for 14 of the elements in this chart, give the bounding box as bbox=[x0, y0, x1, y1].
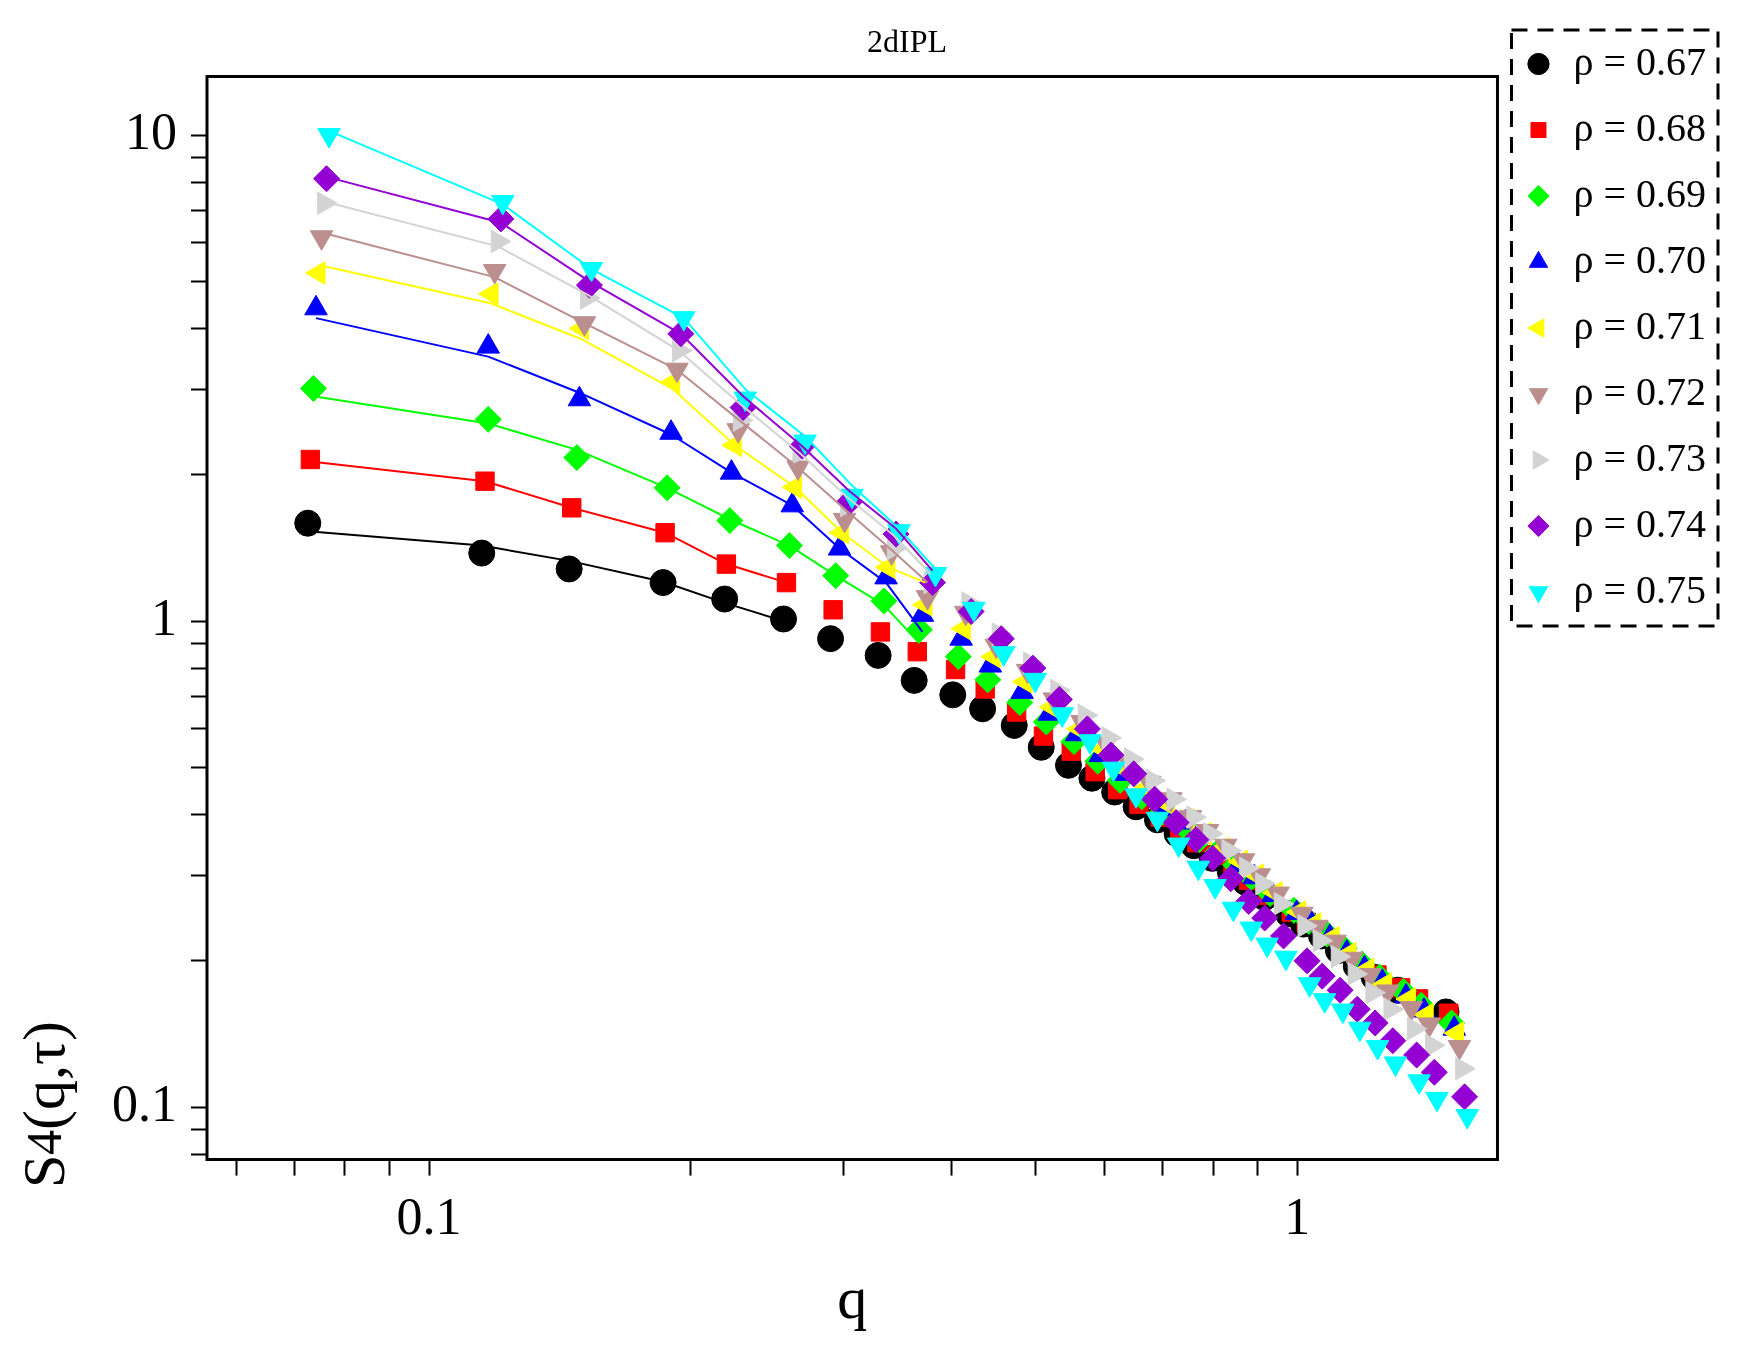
chart-title: 2dIPL bbox=[867, 22, 947, 59]
legend-label: ρ = 0.68 bbox=[1573, 104, 1707, 150]
y-tick-label: 0.1 bbox=[112, 1074, 177, 1132]
legend-label: ρ = 0.67 bbox=[1573, 38, 1707, 84]
legend-label: ρ = 0.74 bbox=[1573, 500, 1707, 546]
legend-label: ρ = 0.71 bbox=[1573, 302, 1707, 348]
y-tick-label: 1 bbox=[151, 588, 177, 646]
legend-label: ρ = 0.75 bbox=[1573, 566, 1707, 612]
legend-label: ρ = 0.69 bbox=[1573, 170, 1707, 216]
legend-label: ρ = 0.70 bbox=[1573, 236, 1707, 282]
x-axis-title: q bbox=[837, 1264, 868, 1331]
legend-label: ρ = 0.73 bbox=[1573, 434, 1707, 480]
y-tick-label: 10 bbox=[125, 102, 177, 160]
legend-label: ρ = 0.72 bbox=[1573, 368, 1707, 414]
